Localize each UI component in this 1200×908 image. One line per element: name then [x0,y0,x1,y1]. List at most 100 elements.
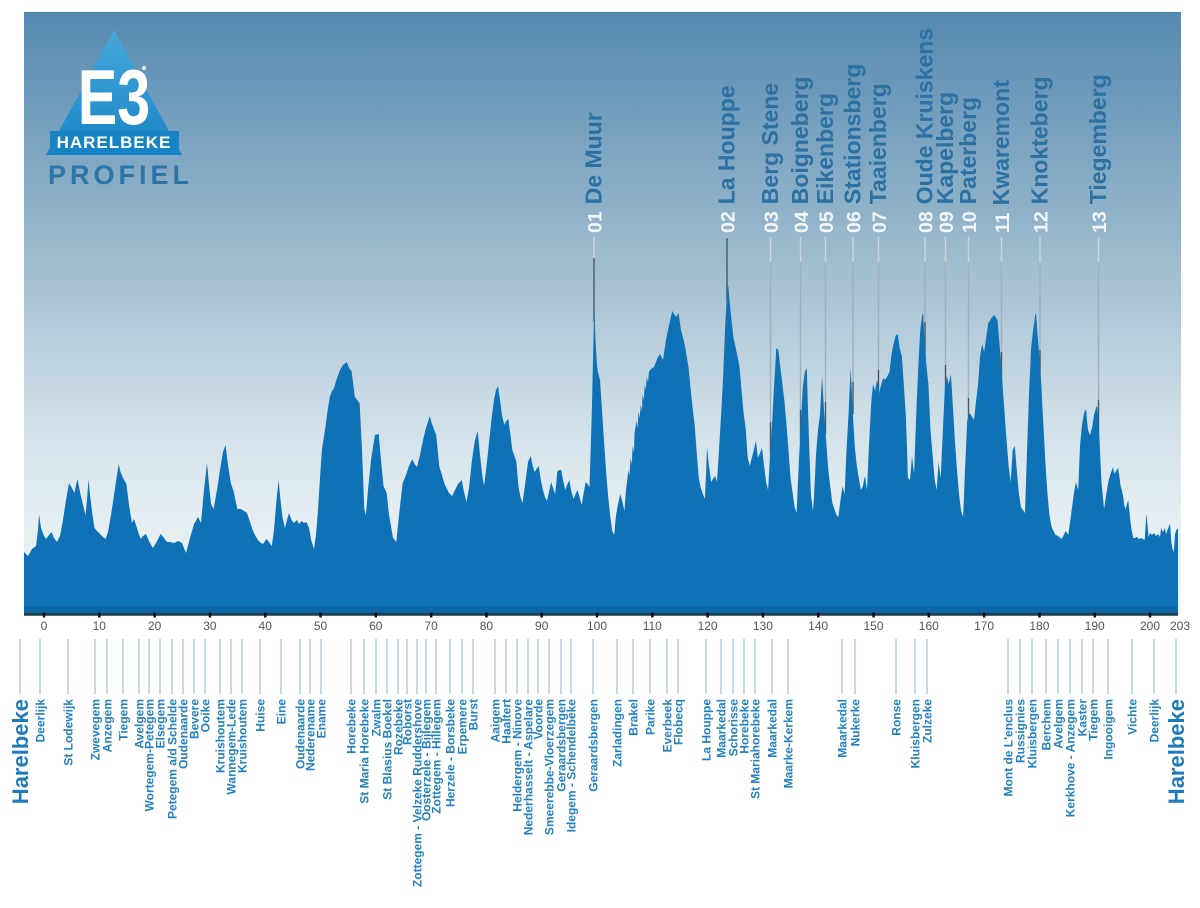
svg-text:140: 140 [808,619,828,633]
svg-text:Huise: Huise [254,699,268,732]
svg-text:190: 190 [1085,619,1105,633]
svg-text:Ronse: Ronse [890,699,904,736]
svg-text:Kaster: Kaster [1076,699,1090,737]
svg-text:Ingooigem: Ingooigem [1102,699,1116,760]
svg-text:20: 20 [148,619,162,633]
svg-text:Kruishoutem: Kruishoutem [236,699,250,773]
svg-text:180: 180 [1029,619,1049,633]
svg-text:Petegem a/d Schelde: Petegem a/d Schelde [166,699,180,819]
svg-text:Kerkhove - Anzegem: Kerkhove - Anzegem [1064,699,1078,817]
svg-text:10: 10 [93,619,107,633]
svg-text:170: 170 [974,619,994,633]
svg-text:Zottegem - Velzeke Ruddershove: Zottegem - Velzeke Ruddershove [411,699,425,887]
svg-text:Russignies: Russignies [1014,699,1028,763]
svg-text:Erpemere: Erpemere [456,699,470,755]
svg-text:Elsegem: Elsegem [154,699,168,748]
svg-text:PROFIEL: PROFIEL [48,160,193,190]
svg-text:Flobecq: Flobecq [672,699,686,745]
svg-text:160: 160 [919,619,939,633]
svg-text:Zarladingen: Zarladingen [611,699,625,767]
svg-text:Nederename: Nederename [304,699,318,771]
svg-text:Smeerebbe-Vloerzegem: Smeerebbe-Vloerzegem [543,699,557,835]
svg-text:Idegem - Schendelbeke: Idegem - Schendelbeke [565,699,579,833]
svg-text:Ename: Ename [315,699,329,739]
svg-text:Maarkedal: Maarkedal [715,699,729,758]
svg-text:Kluisbergen: Kluisbergen [909,699,923,768]
svg-text:60: 60 [369,619,383,633]
svg-text:Bevere: Bevere [188,699,202,739]
svg-text:02La Houppe: 02La Houppe [714,85,740,233]
svg-text:Nukerke: Nukerke [849,699,863,747]
svg-text:Deerlijk: Deerlijk [1148,699,1162,743]
svg-text:Geraardsbergen: Geraardsbergen [587,699,601,792]
svg-text:Haaltert: Haaltert [500,699,514,744]
svg-text:Berchem: Berchem [1040,699,1054,750]
svg-text:Schorisse: Schorisse [727,699,741,757]
svg-text:Everbeek: Everbeek [661,699,675,753]
svg-text:Kruishoutem: Kruishoutem [214,699,228,773]
svg-text:08Oude Kruiskens: 08Oude Kruiskens [912,28,938,233]
svg-text:04Boigneberg: 04Boigneberg [787,77,813,233]
svg-text:Horebeke: Horebeke [738,699,752,754]
svg-text:Aaigem: Aaigem [489,699,503,742]
svg-text:203: 203 [1170,619,1190,633]
svg-text:Nederhasselt - Aspelare: Nederhasselt - Aspelare [522,699,536,836]
svg-text:Eine: Eine [275,699,289,725]
svg-text:13Tiegemberg: 13Tiegemberg [1085,74,1111,233]
svg-text:50: 50 [314,619,328,633]
svg-text:200: 200 [1140,619,1160,633]
svg-text:12Knokteberg: 12Knokteberg [1027,77,1053,234]
svg-text:Harelbeke: Harelbeke [8,699,33,804]
svg-text:Harelbeke: Harelbeke [1164,699,1189,804]
svg-text:30: 30 [203,619,217,633]
svg-text:Oosterzele - Bijlegem: Oosterzele - Bijlegem [420,699,434,821]
svg-text:Oudenaarde: Oudenaarde [294,699,308,769]
svg-text:Wannegem-Lede: Wannegem-Lede [225,699,239,795]
svg-text:90: 90 [535,619,549,633]
svg-text:Kluisbergen: Kluisbergen [1026,699,1040,768]
svg-text:La Houppe: La Houppe [700,699,714,761]
svg-text:Zottegem - Hillegem: Zottegem - Hillegem [430,699,444,814]
svg-text:Ooike: Ooike [199,699,213,733]
svg-text:Maarke-Kerkem: Maarke-Kerkem [782,699,796,788]
svg-text:Tiegem: Tiegem [117,699,131,741]
svg-text:Herzele - Borsbeke: Herzele - Borsbeke [444,699,458,807]
svg-text:Voorde: Voorde [532,699,546,740]
svg-text:70: 70 [424,619,438,633]
svg-text:05Eikenberg: 05Eikenberg [812,93,838,233]
svg-text:10Paterberg: 10Paterberg [955,97,981,233]
svg-text:Burst: Burst [467,699,481,730]
svg-text:Tiegem: Tiegem [1087,699,1101,741]
svg-text:11Kwaremont: 11Kwaremont [988,80,1014,233]
svg-text:Roborst: Roborst [401,699,415,745]
svg-text:07Taaienberg: 07Taaienberg [865,83,891,233]
svg-text:06Stationsberg: 06Stationsberg [840,64,866,233]
svg-text:Avelgem: Avelgem [1052,699,1066,749]
svg-text:150: 150 [863,619,883,633]
svg-text:40: 40 [259,619,273,633]
svg-text:E3: E3 [78,53,150,141]
svg-text:0: 0 [41,619,48,633]
svg-text:Oudenaarde: Oudenaarde [177,699,191,769]
svg-text:Maarkedal: Maarkedal [836,699,850,758]
svg-text:Maarkedal: Maarkedal [766,699,780,758]
svg-text:Geraardsbergen: Geraardsbergen [555,699,569,792]
svg-text:Brakel: Brakel [627,699,641,736]
svg-text:Zwevegem: Zwevegem [89,699,103,760]
svg-text:01De Muur: 01De Muur [581,112,607,233]
svg-text:Parike: Parike [644,699,658,735]
svg-text:80: 80 [480,619,494,633]
svg-text:Mont de L'enclus: Mont de L'enclus [1002,699,1016,797]
svg-text:St Maria Horebeke: St Maria Horebeke [358,699,372,804]
svg-text:120: 120 [698,619,718,633]
svg-text:Avelgem: Avelgem [133,699,147,749]
svg-text:100: 100 [587,619,607,633]
svg-text:130: 130 [753,619,773,633]
svg-text:Anzegem: Anzegem [101,699,115,752]
svg-text:Zwalm: Zwalm [370,699,384,736]
svg-text:St Mariahorebeke: St Mariahorebeke [749,699,763,799]
svg-text:09Kapelberg: 09Kapelberg [932,92,958,233]
svg-text:110: 110 [643,619,662,633]
svg-text:Rozebeke: Rozebeke [392,699,406,755]
svg-text:St Blasius Boekel: St Blasius Boekel [381,699,395,800]
